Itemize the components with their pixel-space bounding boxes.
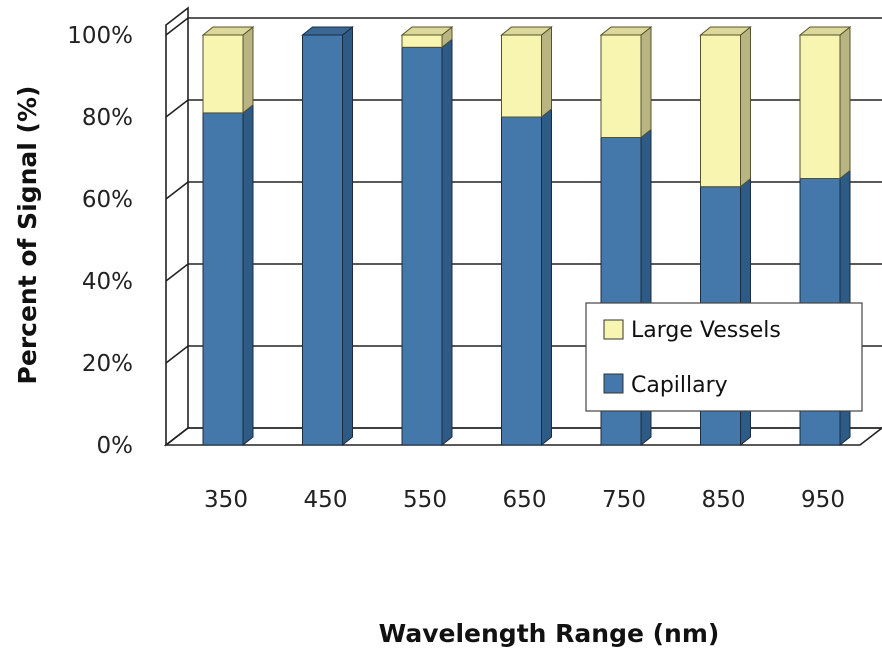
bar-large-vessels-side: [839, 25, 851, 180]
bar-top: [400, 26, 454, 36]
gridline: [165, 17, 882, 36]
legend-swatch-capillary: [603, 373, 624, 394]
bar-top: [301, 26, 354, 36]
bar-group: [301, 25, 354, 447]
bar-top: [798, 26, 852, 36]
y-tick-label: 20%: [82, 351, 133, 377]
x-tick-label: 950: [801, 487, 845, 513]
bar-top: [599, 26, 653, 36]
bar-group: [500, 25, 553, 447]
y-tick-label: 80%: [82, 105, 133, 131]
bar-capillary-side: [342, 25, 353, 447]
bar-large-vessels-side: [740, 25, 751, 188]
bar-capillary: [202, 112, 244, 446]
bar-capillary: [302, 34, 343, 446]
bar-large-vessels: [600, 34, 642, 138]
legend-swatch-large-vessels: [603, 319, 624, 340]
x-tick-label: 350: [204, 487, 248, 513]
y-tick-label: 0%: [97, 433, 134, 459]
legend: Large Vessels Capillary: [585, 302, 863, 412]
bar-group: [201, 25, 255, 447]
y-tick-label: 100%: [67, 23, 133, 49]
bar-large-vessels: [202, 34, 244, 114]
bar-group: [400, 25, 454, 447]
bar-large-vessels: [700, 34, 741, 188]
bar-large-vessels-side: [541, 25, 552, 119]
legend-label-capillary: Capillary: [631, 373, 728, 398]
legend-box: [585, 302, 863, 412]
bar-large-vessels: [799, 34, 841, 179]
y-tick-label: 60%: [82, 187, 133, 213]
y-tick-labels: 0% 20% 40% 60% 80% 100%: [67, 23, 133, 459]
bar-top: [699, 26, 752, 36]
x-tick-label: 550: [403, 487, 447, 513]
bar-capillary: [401, 46, 443, 446]
bar-capillary-side: [242, 103, 254, 447]
left-side-wall: [165, 6, 189, 447]
bar-large-vessels-side: [640, 25, 652, 139]
x-axis-title: Wavelength Range (nm): [379, 619, 720, 648]
bar-capillary-side: [541, 107, 552, 447]
x-tick-label: 450: [304, 487, 348, 513]
bar-top: [201, 26, 255, 36]
x-tick-label: 750: [602, 487, 646, 513]
bar-capillary-side: [441, 38, 453, 447]
y-tick-label: 40%: [82, 269, 133, 295]
bar-top: [500, 26, 553, 36]
bar-capillary: [501, 116, 542, 446]
bar-large-vessels-side: [242, 25, 254, 114]
x-tick-label: 650: [503, 487, 547, 513]
y-axis-title: Percent of Signal (%): [13, 86, 42, 385]
x-tick-labels: 350 450 550 650 750 850 950: [204, 487, 845, 513]
bar-large-vessels: [501, 34, 542, 118]
bar-large-vessels: [401, 34, 443, 48]
legend-label-large-vessels: Large Vessels: [631, 318, 781, 343]
x-tick-label: 850: [702, 487, 746, 513]
